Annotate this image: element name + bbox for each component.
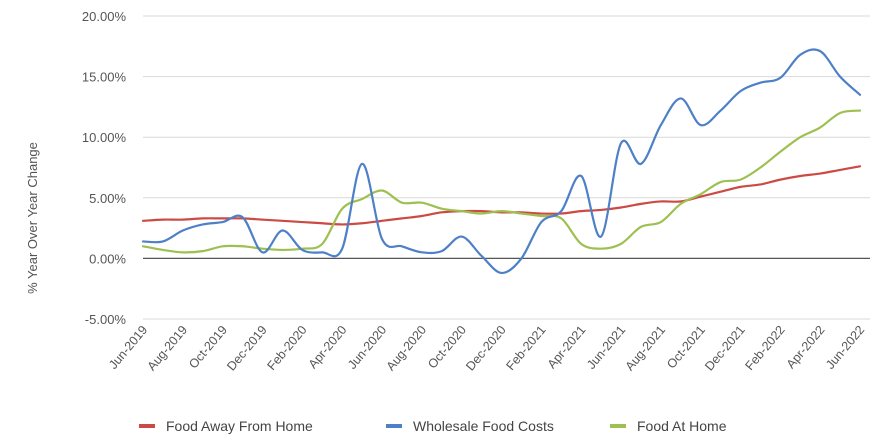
x-tick-label: Aug-2021 xyxy=(623,323,669,374)
x-tick-label: Apr-2021 xyxy=(545,323,589,371)
y-axis-ticks: 20.00% 15.00% 10.00% 5.00% 0.00% -5.00% xyxy=(82,9,127,327)
legend-swatch xyxy=(610,424,626,428)
x-axis-ticks: Jun-2019Aug-2019Oct-2019Dec-2019Feb-2020… xyxy=(106,323,867,374)
y-tick-label: -5.00% xyxy=(85,312,127,327)
y-tick-label: 0.00% xyxy=(89,251,126,266)
x-tick-label: Feb-2022 xyxy=(743,323,788,373)
x-tick-label: Dec-2020 xyxy=(463,323,509,374)
series-line-food-at-home xyxy=(141,109,862,254)
legend-label: Food Away From Home xyxy=(166,418,313,434)
legend-label: Wholesale Food Costs xyxy=(413,418,554,434)
series-lines xyxy=(141,48,862,275)
y-tick-label: 20.00% xyxy=(82,9,127,24)
gridlines xyxy=(143,15,870,320)
x-tick-label: Aug-2019 xyxy=(145,323,191,374)
y-tick-label: 5.00% xyxy=(89,191,126,206)
x-tick-label: Feb-2021 xyxy=(504,323,549,373)
legend-item-food-at-home[interactable]: Food At Home xyxy=(610,418,727,434)
y-tick-label: 10.00% xyxy=(82,130,127,145)
y-tick-label: 15.00% xyxy=(82,70,127,85)
legend-swatch xyxy=(139,424,155,428)
x-tick-label: Feb-2020 xyxy=(265,323,310,373)
legend-item-wholesale-food-costs[interactable]: Wholesale Food Costs xyxy=(386,418,554,434)
legend-label: Food At Home xyxy=(637,418,727,434)
x-tick-label: Jun-2022 xyxy=(823,323,867,372)
x-tick-label: Dec-2021 xyxy=(702,323,748,374)
series-line-food-away-from-home xyxy=(141,165,862,226)
legend-item-food-away-from-home[interactable]: Food Away From Home xyxy=(139,418,313,434)
series-line-wholesale-food-costs xyxy=(141,48,862,275)
y-axis-label: % Year Over Year Change xyxy=(25,142,40,294)
x-tick-label: Apr-2022 xyxy=(784,323,828,371)
legend-swatch xyxy=(386,424,402,428)
x-tick-label: Apr-2020 xyxy=(306,323,350,371)
x-tick-label: Dec-2019 xyxy=(224,323,270,374)
x-tick-label: Aug-2020 xyxy=(384,323,430,374)
legend: Food Away From Home Wholesale Food Costs F… xyxy=(139,418,727,434)
